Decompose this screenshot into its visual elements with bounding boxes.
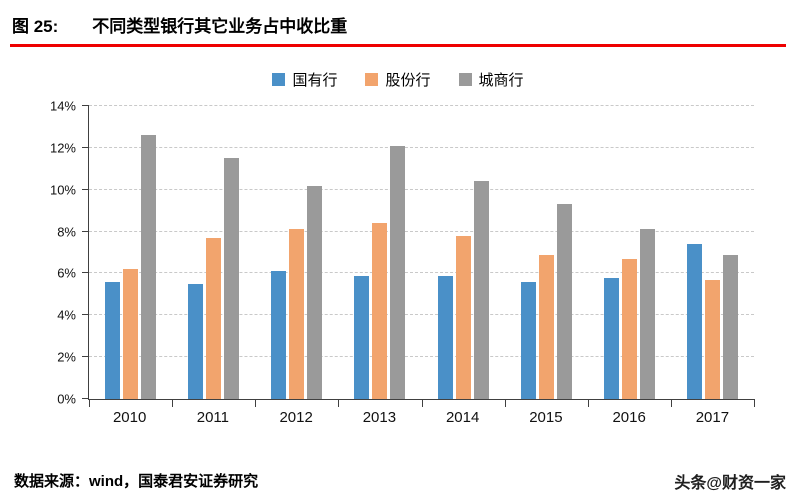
bar-国有行: [520, 281, 536, 399]
y-tick-label: 12%: [49, 140, 76, 156]
plot-region: 0% 2% 4% 6% 8% 10% 12% 14%: [26, 100, 755, 407]
figure-label: 图 25:: [12, 17, 59, 36]
y-tick: [82, 356, 89, 358]
x-tick-label: 2013: [362, 409, 397, 426]
bar-股份行: [372, 223, 388, 399]
bar-股份行: [289, 229, 305, 399]
bar-城商行: [473, 181, 489, 399]
bar-group: [172, 106, 255, 399]
bar-城商行: [722, 254, 738, 399]
legend: 国有行 股份行 城商行: [0, 69, 796, 90]
bar-股份行: [704, 279, 720, 399]
legend-label: 股份行: [385, 72, 431, 89]
bar-城商行: [307, 185, 323, 399]
x-tick: [338, 399, 340, 407]
bar-国有行: [354, 275, 370, 399]
y-tick-label: 0%: [57, 391, 76, 407]
y-axis: 0% 2% 4% 6% 8% 10% 12% 14%: [26, 100, 88, 406]
y-tick: [82, 105, 89, 106]
bar-group: [505, 106, 588, 399]
bar-城商行: [390, 145, 406, 399]
legend-item: 国有行: [272, 69, 337, 90]
x-tick: [670, 399, 672, 407]
y-tick: [82, 314, 89, 316]
bar-group: [255, 106, 338, 399]
watermark: 头条@财资一家: [674, 475, 786, 492]
bar-国有行: [603, 277, 619, 399]
bar-group: [89, 106, 172, 399]
bar-group: [338, 106, 421, 399]
x-tick-label: 2014: [445, 409, 480, 426]
y-tick-label: 8%: [57, 224, 76, 240]
x-tick: [504, 399, 506, 407]
x-tick: [754, 399, 755, 407]
y-tick-label: 6%: [57, 265, 76, 281]
y-tick: [82, 272, 89, 274]
bar-国有行: [686, 244, 702, 399]
y-tick-label: 2%: [57, 349, 76, 365]
gridline: [89, 105, 754, 106]
legend-swatch: [365, 73, 379, 86]
y-tick-label: 14%: [49, 98, 76, 114]
bar-城商行: [224, 158, 240, 399]
y-tick: [82, 398, 89, 399]
bar-group: [671, 106, 754, 399]
bar-城商行: [141, 135, 157, 399]
bar-国有行: [188, 283, 204, 399]
legend-item: 股份行: [365, 69, 431, 90]
gridline: [89, 188, 754, 190]
bar-group: [422, 106, 505, 399]
bar-股份行: [206, 237, 222, 399]
legend-item: 城商行: [458, 69, 524, 90]
x-tick-label: 2011: [196, 409, 229, 426]
x-tick-label: 2016: [612, 409, 646, 426]
x-tick-label: 2012: [279, 409, 313, 426]
plot-area: [82, 105, 755, 407]
y-tick: [82, 188, 89, 190]
bar-国有行: [437, 275, 453, 399]
bar-股份行: [538, 254, 554, 399]
gridline: [89, 356, 754, 358]
bar-股份行: [455, 235, 471, 399]
x-tick: [255, 399, 257, 407]
x-tick-label: 2015: [529, 409, 563, 426]
chart-header: 图 25: 不同类型银行其它业务占中收比重: [0, 0, 796, 44]
x-tick: [89, 399, 90, 407]
gridline: [89, 272, 754, 274]
y-tick: [82, 146, 89, 148]
gridline: [89, 314, 754, 316]
bar-城商行: [639, 229, 655, 399]
bar-股份行: [123, 269, 139, 399]
bar-国有行: [105, 281, 121, 399]
bar-股份行: [621, 258, 637, 399]
bar-groups: [89, 106, 754, 399]
y-tick-label: 4%: [57, 307, 76, 323]
x-tick-label: 2010: [112, 409, 147, 426]
title-underline-rule: [10, 44, 786, 47]
page-title: 不同类型银行其它业务占中收比重: [92, 17, 348, 36]
x-labels: 2010 2011 2012 2013 2014 2015 2016 2017: [88, 409, 754, 426]
x-tick: [587, 399, 589, 407]
x-tick: [172, 399, 174, 407]
gridline: [89, 230, 754, 232]
legend-label: 国有行: [292, 72, 338, 89]
x-tick-label: 2017: [695, 409, 730, 426]
bar-国有行: [271, 271, 287, 399]
legend-label: 城商行: [478, 72, 524, 89]
x-tick: [421, 399, 423, 407]
y-tick: [82, 230, 89, 232]
y-tick-label: 10%: [49, 182, 76, 198]
gridline: [89, 146, 754, 148]
data-source: 数据来源：wind，国泰君安证券研究: [14, 473, 259, 490]
legend-swatch: [272, 73, 286, 86]
legend-swatch: [458, 73, 472, 86]
bar-城商行: [556, 204, 572, 399]
bar-group: [588, 106, 671, 399]
